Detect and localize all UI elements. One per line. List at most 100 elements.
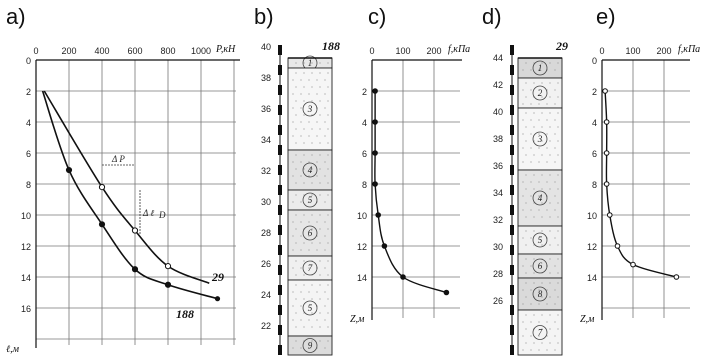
layer-id: 9 (308, 341, 313, 351)
data-point (372, 181, 378, 187)
panel-b-y-ticks: 40 38 36 34 32 30 28 26 24 22 (261, 42, 271, 331)
layer-id-circle (532, 232, 548, 248)
ruler-segment (510, 85, 514, 95)
layer-id: 1 (538, 63, 543, 73)
panel-d-y-tick: 34 (493, 188, 503, 198)
panel-a-y-ticks: 0 2 4 6 8 10 12 14 16 (21, 56, 31, 314)
layer-id: 8 (538, 289, 543, 299)
layer-id: 1 (308, 58, 313, 68)
ruler-segment (510, 185, 514, 195)
panel-a-y-tick: 10 (21, 211, 31, 221)
ruler-segment (510, 145, 514, 155)
panel-c: c) 0 100 200 f,кПа 2 4 6 8 10 12 14 Z,м (350, 4, 470, 325)
panel-a-delta-l-sub: D (158, 210, 166, 220)
ruler-segment (278, 285, 282, 295)
layer-id-circle (532, 131, 548, 147)
panel-c-x-tick: 0 (369, 46, 374, 56)
layer-id-circle (532, 325, 548, 340)
panel-b-y-tick: 26 (261, 259, 271, 269)
panel-d-soil-column: 1 2 3 4 5 6 8 7 (517, 57, 563, 356)
panel-c-label: c) (368, 4, 386, 29)
panel-a-y-tick: 16 (21, 304, 31, 314)
panel-e-y-tick: 10 (587, 211, 597, 221)
data-point (673, 274, 680, 280)
panel-a-y-tick: 6 (26, 149, 31, 159)
layer-id-circle (302, 225, 318, 241)
ruler-segment (510, 305, 514, 315)
data-point (603, 119, 610, 125)
panel-a-delta-p-label: Δ P (111, 154, 125, 164)
panel-a-y-tick: 4 (26, 118, 31, 128)
data-point (372, 150, 378, 156)
panel-d-y-tick: 40 (493, 107, 503, 117)
layer-id: 5 (308, 303, 313, 313)
soil-layer (287, 279, 333, 337)
panel-d-y-tick: 32 (493, 215, 503, 225)
ruler-segment (278, 45, 282, 55)
panel-c-y-tick: 14 (357, 273, 367, 283)
panel-a-x-tick: 400 (94, 46, 109, 56)
panel-b-borehole-id: 188 (322, 39, 340, 53)
ruler-segment (510, 125, 514, 135)
layer-id: 3 (537, 134, 543, 144)
panel-a-y-tick: 14 (21, 273, 31, 283)
layer-id-circle (302, 162, 318, 178)
ruler-segment (278, 325, 282, 335)
panel-a-delta-l: Δ ℓ D (139, 190, 166, 235)
data-point (98, 221, 106, 228)
layer-id-circle (302, 192, 318, 208)
layer-id: 6 (538, 261, 543, 271)
panel-d-y-tick: 28 (493, 269, 503, 279)
layer-id-circle (302, 300, 318, 316)
data-point (65, 166, 73, 174)
panel-c-y-ticks: 2 4 6 8 10 12 14 (357, 87, 367, 283)
ruler-segment (510, 265, 514, 275)
panel-a-x-tick: 200 (61, 46, 76, 56)
data-point (400, 274, 406, 280)
ruler-segment (278, 185, 282, 195)
panel-c-y-tick: 2 (362, 87, 367, 97)
layer-id: 2 (538, 88, 543, 98)
ruler-segment (510, 45, 514, 55)
ruler-segment (510, 205, 514, 215)
panel-c-y-tick: 8 (362, 180, 367, 190)
panel-c-x-ticks: 0 100 200 (369, 46, 441, 56)
panel-a-delta-p: Δ P (102, 154, 135, 166)
ruler-segment (510, 285, 514, 295)
panel-c-y-tick: 6 (362, 149, 367, 159)
layer-id: 3 (307, 104, 313, 114)
soil-layer (517, 277, 563, 311)
panel-e-curve (602, 88, 680, 280)
panel-e: e) 0 100 200 f,кПа 0 2 4 6 8 10 12 14 Z,… (580, 4, 700, 325)
data-point (602, 88, 608, 94)
panel-b-y-tick: 32 (261, 166, 271, 176)
panel-a-label: a) (6, 4, 26, 29)
f-curve (374, 91, 447, 294)
panel-b-y-tick: 24 (261, 290, 271, 300)
data-point (164, 281, 172, 288)
ruler-segment (278, 165, 282, 175)
ruler-segment (278, 245, 282, 255)
panel-e-x-tick: 100 (625, 46, 640, 56)
layer-id-circle (532, 190, 548, 206)
data-point (630, 261, 636, 268)
panel-b-y-tick: 40 (261, 42, 271, 52)
panel-a-curves (41, 90, 221, 302)
layer-id: 7 (538, 328, 543, 338)
ruler-segment (510, 225, 514, 235)
panel-c-y-unit: Z,м (350, 314, 365, 325)
ruler-segment (510, 325, 514, 335)
panel-d-y-tick: 36 (493, 161, 503, 171)
panel-e-y-tick: 0 (592, 56, 597, 66)
panel-d-y-tick: 44 (493, 53, 503, 63)
data-point (375, 212, 382, 218)
data-point (606, 212, 613, 218)
panel-b-y-tick: 22 (261, 321, 271, 331)
panel-a-x-unit: P,кН (215, 44, 236, 55)
panel-c-x-tick: 200 (426, 46, 441, 56)
layer-id-circle (532, 286, 548, 302)
layer-id-circle (302, 338, 318, 353)
